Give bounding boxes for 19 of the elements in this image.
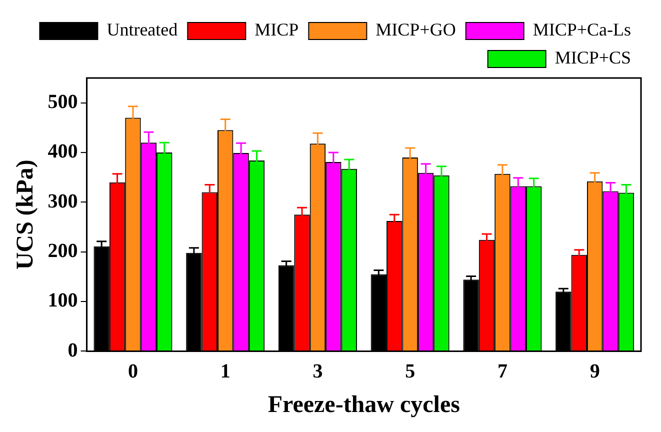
x-tick-label: 1 <box>220 360 230 382</box>
x-tick-label: 0 <box>128 360 138 382</box>
y-tick-label: 400 <box>48 140 78 163</box>
legend-label: MICP <box>254 20 299 40</box>
x-tick-label: 5 <box>405 360 416 382</box>
y-tick-label: 300 <box>48 190 78 212</box>
y-tick-label: 200 <box>48 240 78 262</box>
legend-label: MICP+Ca-Ls <box>532 20 631 40</box>
y-tick-label: 0 <box>68 339 78 362</box>
legend-label: Untreated <box>106 20 178 40</box>
legend-label: MICP+GO <box>376 20 456 40</box>
y-tick-label: 100 <box>48 290 78 312</box>
y-axis-title: UCS (kPa) <box>12 160 39 270</box>
x-tick-label: 9 <box>590 360 600 382</box>
legend-label: MICP+CS <box>554 48 632 68</box>
x-axis-title: Freeze-thaw cycles <box>268 392 460 418</box>
x-tick-label: 7 <box>497 360 508 382</box>
y-tick-label: 500 <box>48 91 78 114</box>
x-tick-label: 3 <box>312 360 323 382</box>
